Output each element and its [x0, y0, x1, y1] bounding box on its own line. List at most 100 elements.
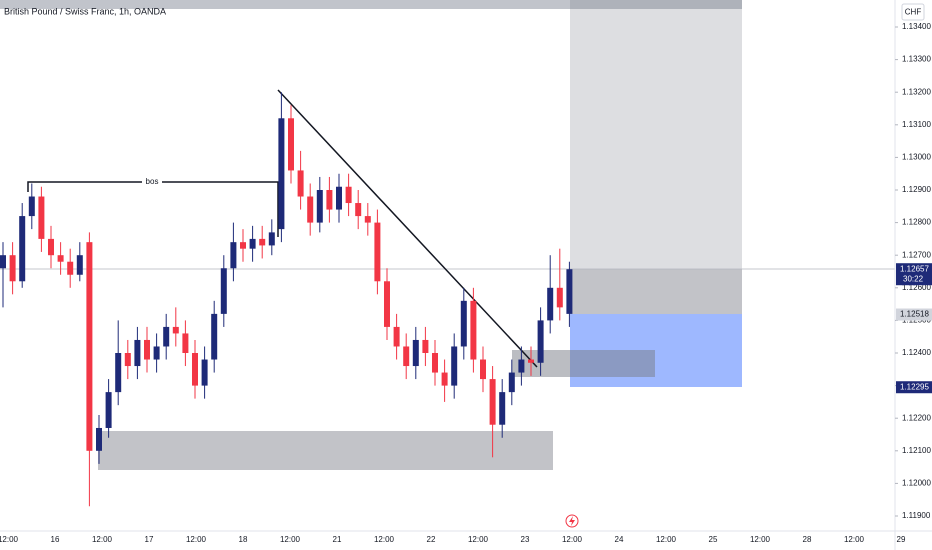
- candle-body: [316, 190, 323, 223]
- currency-label: CHF: [905, 8, 922, 17]
- countdown-label: 30:22: [903, 274, 924, 283]
- price-badge-label: 1.12518: [900, 310, 929, 319]
- candle-body: [374, 222, 381, 282]
- candle-body: [288, 118, 294, 171]
- x-tick-label: 28: [803, 535, 812, 544]
- trend-line: [277, 89, 538, 368]
- candle-body: [547, 287, 554, 321]
- candle-body: [403, 346, 410, 367]
- bos-label: bos: [146, 177, 159, 186]
- candle-body: [364, 216, 371, 223]
- candle-body: [355, 203, 362, 217]
- x-tick-label: 16: [51, 535, 60, 544]
- x-tick-label: 12:00: [92, 535, 113, 544]
- candle-body: [182, 333, 189, 353]
- candle-body: [518, 359, 525, 373]
- candle-body: [192, 353, 198, 386]
- y-tick-label: 1.13200: [902, 87, 931, 96]
- currency-box[interactable]: [901, 3, 925, 21]
- candle-body: [297, 170, 304, 197]
- candle-body: [537, 320, 544, 363]
- y-tick-label: 1.12400: [902, 348, 931, 357]
- candle-body: [499, 392, 506, 425]
- candle-body: [124, 353, 131, 367]
- candle-body: [115, 353, 122, 393]
- candle-body: [470, 300, 477, 360]
- candle-body: [249, 238, 256, 249]
- y-tick-label: 1.13400: [902, 22, 931, 31]
- support-zone: [98, 431, 553, 470]
- demand-zone: [512, 350, 655, 377]
- candle-body: [9, 255, 16, 282]
- x-tick-label: 12:00: [374, 535, 395, 544]
- x-tick-label: 12:00: [186, 535, 207, 544]
- candle-body: [489, 379, 496, 425]
- y-tick-label: 1.12900: [902, 185, 931, 194]
- candle-body: [172, 326, 179, 334]
- x-tick-label: 12:00: [844, 535, 865, 544]
- bos-line: [162, 181, 279, 237]
- y-tick-label: 1.12200: [902, 413, 931, 422]
- candle-body: [230, 242, 237, 269]
- candle-body: [384, 281, 390, 327]
- x-tick-label: 12:00: [468, 535, 489, 544]
- x-tick-label: 12:00: [562, 535, 583, 544]
- candle-body: [86, 242, 93, 451]
- candle-body: [278, 118, 285, 230]
- candle-body: [441, 372, 448, 386]
- candle-body: [422, 339, 429, 353]
- candle-body: [48, 238, 54, 256]
- price-badge: [896, 263, 932, 286]
- candle-body: [0, 255, 6, 269]
- candle-body: [201, 359, 208, 386]
- x-tick-label: 22: [427, 535, 436, 544]
- candle-body: [144, 339, 150, 360]
- candle-body: [556, 287, 563, 308]
- candle-body: [211, 313, 218, 360]
- y-tick-label: 1.13100: [902, 120, 931, 129]
- bos-line: [27, 181, 142, 192]
- price-badge: [896, 381, 932, 394]
- candle-body: [153, 346, 160, 360]
- price-badge-label: 1.12295: [900, 382, 929, 391]
- candle-body: [336, 186, 342, 210]
- x-tick-label: 24: [615, 535, 624, 544]
- chart-title: British Pound / Swiss Franc, 1h, OANDA: [4, 6, 166, 16]
- candle-body: [96, 427, 102, 451]
- candle-body: [134, 339, 141, 367]
- x-tick-label: 21: [333, 535, 342, 544]
- candle-body: [67, 261, 74, 275]
- candle-body: [432, 353, 438, 373]
- y-tick-label: 1.12800: [902, 218, 931, 227]
- x-tick-label: 12:00: [750, 535, 771, 544]
- candle-body: [528, 359, 534, 363]
- candle-body: [76, 255, 83, 275]
- candle-body: [28, 196, 35, 217]
- candle-body: [220, 268, 227, 314]
- candle-body: [480, 359, 486, 380]
- candle-body: [460, 300, 467, 347]
- candle-body: [345, 186, 352, 204]
- candle-body: [508, 372, 515, 393]
- price-badge-label: 1.12657: [900, 264, 929, 273]
- x-tick-label: 12:00: [656, 535, 677, 544]
- candle-body: [566, 269, 573, 314]
- candle-body: [268, 232, 275, 246]
- candle-body: [38, 196, 45, 239]
- y-tick-label: 1.12700: [902, 250, 931, 259]
- candle-body: [451, 346, 458, 386]
- candle-body: [105, 392, 112, 428]
- entry-zone: [570, 269, 742, 314]
- candle-body: [393, 326, 400, 347]
- target-zone: [570, 0, 742, 269]
- top-zone: [0, 0, 742, 9]
- candle-body: [163, 326, 170, 347]
- candle-body: [259, 238, 266, 246]
- candle-body: [240, 242, 246, 249]
- x-tick-label: 12:00: [0, 535, 19, 544]
- x-tick-label: 12:00: [280, 535, 301, 544]
- y-tick-label: 1.13000: [902, 153, 931, 162]
- candle-body: [412, 339, 419, 367]
